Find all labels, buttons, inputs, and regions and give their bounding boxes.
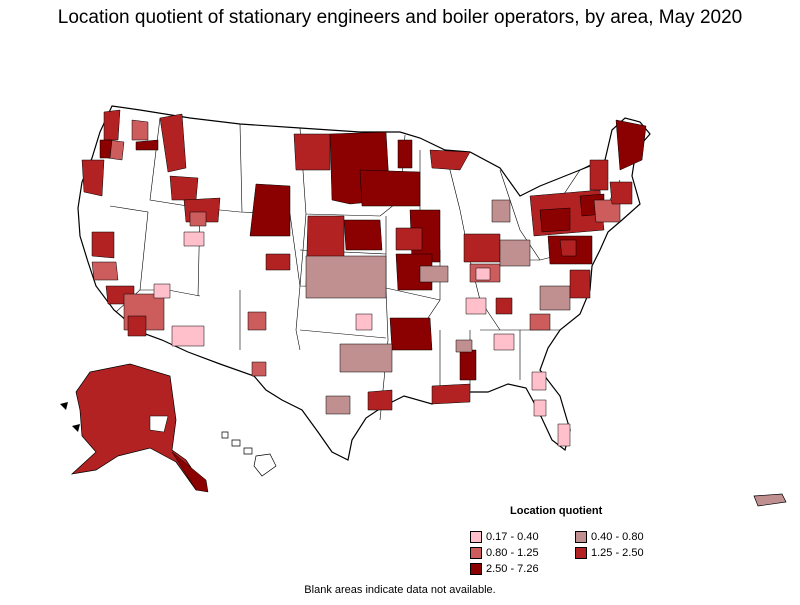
legend-label: 0.17 - 0.40 bbox=[486, 531, 539, 544]
alaska bbox=[60, 363, 209, 493]
data-availability-note: Blank areas indicate data not available. bbox=[304, 584, 496, 596]
legend-item-2-50-7-26: 2.50 - 7.26 bbox=[470, 563, 539, 577]
lq-regions bbox=[81, 109, 647, 447]
legend-label: 0.40 - 0.80 bbox=[591, 531, 644, 544]
legend-item-0-80-1-25: 0.80 - 1.25 bbox=[470, 547, 539, 561]
legend-label: 1.25 - 2.50 bbox=[591, 547, 644, 560]
map-legend: Location quotient 0.17 - 0.40 0.40 - 0.8… bbox=[470, 505, 670, 577]
legend-label: 2.50 - 7.26 bbox=[486, 563, 539, 576]
legend-swatch bbox=[575, 547, 587, 560]
legend-swatch bbox=[470, 563, 482, 576]
legend-swatch bbox=[470, 547, 482, 560]
map-title: Location quotient of stationary engineer… bbox=[57, 7, 743, 28]
legend-item-1-25-2-50: 1.25 - 2.50 bbox=[575, 547, 644, 561]
legend-item-0-17-0-40: 0.17 - 0.40 bbox=[470, 531, 539, 545]
legend-title: Location quotient bbox=[510, 505, 603, 517]
legend-swatch bbox=[470, 531, 482, 544]
legend-label: 0.80 - 1.25 bbox=[486, 547, 539, 560]
puerto-rico bbox=[753, 493, 787, 507]
legend-item-0-40-0-80: 0.40 - 0.80 bbox=[575, 531, 644, 545]
hawaii bbox=[221, 431, 277, 477]
legend-swatch bbox=[575, 531, 587, 544]
